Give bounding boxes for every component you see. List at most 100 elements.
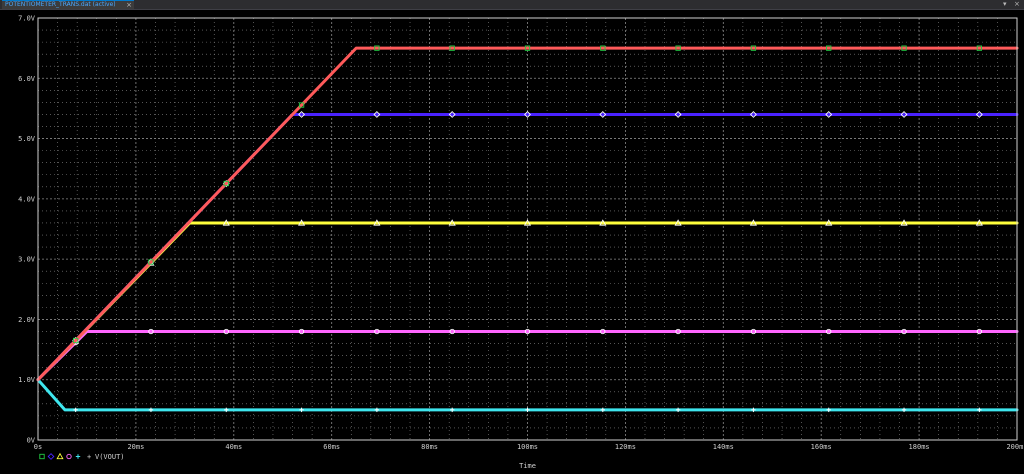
- series-marker: [675, 45, 681, 51]
- series-line: [36, 378, 1019, 412]
- series-marker: [373, 111, 381, 118]
- series-marker: [600, 328, 606, 335]
- series-marker: [298, 102, 305, 108]
- series-marker: [977, 407, 982, 413]
- series-marker: [674, 219, 682, 226]
- tab-close-icon[interactable]: ×: [126, 1, 132, 9]
- series-marker: [148, 328, 154, 335]
- x-tick-label: 180ms: [909, 443, 930, 451]
- transient-plot[interactable]: 0V 1.0V 2.0V 3.0V 4.0V 5.0V 6.0V 7.0V 0s 20ms 40ms…: [0, 10, 1024, 474]
- x-tick-label: 100ms: [517, 443, 538, 451]
- tab-potentiometer-trans[interactable]: POTENTIOMETER_TRANS.dat (active) ×: [2, 0, 134, 9]
- y-tick-label: 3.0V: [18, 256, 36, 264]
- series-marker: [901, 45, 907, 51]
- series-marker: [900, 111, 908, 118]
- series-marker: [826, 407, 831, 413]
- series-marker: [900, 219, 908, 226]
- plot-window[interactable]: 0V 1.0V 2.0V 3.0V 4.0V 5.0V 6.0V 7.0V 0s 20ms 40ms…: [0, 10, 1024, 474]
- series-marker: [826, 45, 832, 51]
- x-tick-label: 20ms: [127, 443, 144, 451]
- series-marker: [374, 45, 380, 51]
- series-marker: [524, 111, 531, 118]
- x-tick-label: 60ms: [323, 443, 340, 451]
- series-marker: [222, 219, 230, 226]
- series-marker: [975, 111, 983, 118]
- series-marker: [751, 407, 756, 413]
- legend-marker: [56, 452, 64, 460]
- series-marker: [449, 328, 455, 335]
- x-tick-label: 140ms: [713, 443, 734, 451]
- series-marker: [750, 45, 757, 51]
- y-tick-label: 4.0V: [18, 195, 36, 203]
- x-tick-label: 200ms: [1006, 443, 1024, 451]
- series-marker: [373, 219, 381, 226]
- series-marker: [599, 219, 607, 226]
- tab-bar: POTENTIOMETER_TRANS.dat (active) × ▾ ×: [0, 0, 1024, 10]
- series-marker: [901, 407, 907, 413]
- series-marker: [675, 328, 681, 335]
- series-marker: [148, 407, 154, 413]
- series-marker: [298, 328, 305, 335]
- legend-marker: [47, 453, 55, 460]
- series-marker: [901, 328, 907, 335]
- series-marker: [749, 219, 757, 226]
- series-marker: [223, 180, 229, 187]
- series-marker: [148, 259, 154, 265]
- tab-label: POTENTIOMETER_TRANS.dat (active): [5, 1, 116, 8]
- series-marker: [600, 45, 606, 51]
- series-marker: [749, 111, 757, 118]
- plot-border: [37, 17, 1018, 441]
- series-marker: [448, 111, 456, 118]
- series-marker: [299, 407, 304, 413]
- series-marker: [525, 407, 530, 413]
- series-marker: [750, 328, 757, 335]
- series-marker: [449, 407, 455, 413]
- x-tick-label: 0s: [34, 443, 42, 451]
- series-marker: [825, 219, 833, 226]
- x-tick-label: 120ms: [615, 443, 636, 451]
- series-marker: [73, 407, 78, 413]
- series-5: [36, 378, 1019, 413]
- axes: 0V 1.0V 2.0V 3.0V 4.0V 5.0V 6.0V 7.0V 0s 20ms 40ms…: [18, 15, 1024, 452]
- legend-label: V(VOUT): [95, 453, 125, 461]
- x-axis-title: Time: [519, 462, 536, 470]
- series-marker: [825, 111, 833, 118]
- y-tick-label: 1.0V: [18, 376, 36, 384]
- tab-list-icon[interactable]: ▾: [1003, 0, 1007, 8]
- series-marker: [975, 219, 983, 226]
- y-tick-label: 6.0V: [18, 75, 36, 83]
- y-tick-label: 2.0V: [18, 316, 36, 324]
- series-1: [36, 45, 1019, 382]
- x-tick-label: 40ms: [225, 443, 242, 451]
- series-marker: [600, 407, 606, 413]
- series-marker: [374, 328, 380, 335]
- series-marker: [223, 328, 229, 335]
- legend: + V(VOUT): [39, 452, 125, 461]
- series-marker: [298, 111, 306, 118]
- series-marker: [73, 337, 79, 344]
- series-marker: [976, 328, 982, 335]
- x-tick-label: 160ms: [811, 443, 832, 451]
- legend-prefix: +: [87, 453, 91, 461]
- y-tick-label: 5.0V: [18, 135, 36, 143]
- y-tick-label: 7.0V: [18, 15, 36, 23]
- series-marker: [826, 328, 832, 335]
- series-marker: [675, 407, 681, 413]
- series-marker: [599, 111, 607, 118]
- series-marker: [523, 219, 532, 226]
- legend-markers: [39, 452, 81, 460]
- series-marker: [524, 45, 531, 51]
- series-marker: [976, 45, 982, 51]
- series-line: [36, 46, 1019, 382]
- window-close-icon[interactable]: ×: [1014, 0, 1020, 8]
- series-marker: [298, 219, 306, 226]
- series-marker: [674, 111, 682, 118]
- legend-marker: [39, 453, 45, 460]
- series-layer: [36, 45, 1019, 413]
- legend-marker: [75, 454, 81, 459]
- y-tick-label: 0V: [27, 437, 36, 445]
- series-marker: [524, 328, 531, 335]
- series-marker: [224, 407, 229, 413]
- series-marker: [374, 407, 380, 413]
- series-marker: [448, 219, 456, 226]
